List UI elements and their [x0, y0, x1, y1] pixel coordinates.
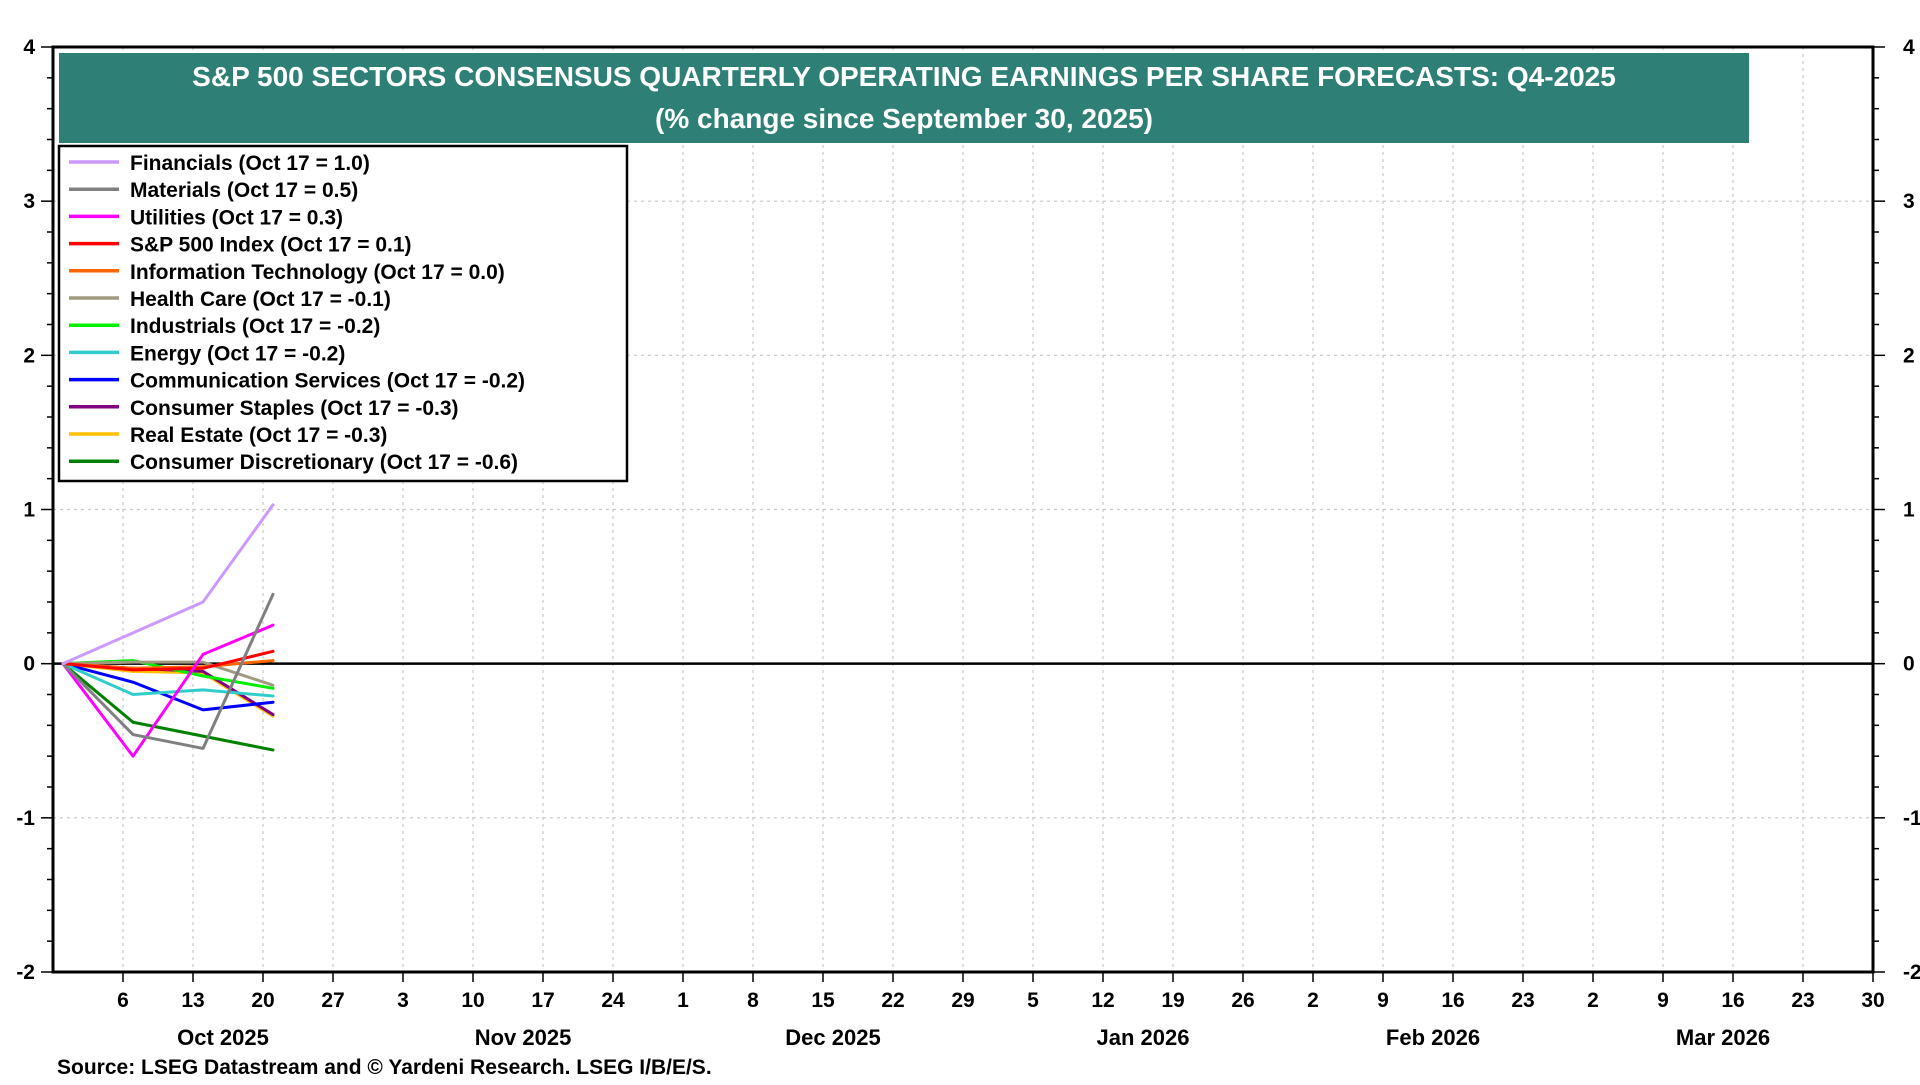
legend-label: Health Care (Oct 17 = -0.1) [130, 288, 391, 311]
gridlines [53, 47, 1873, 972]
series-line [61, 592, 275, 750]
x-tick-label: 27 [321, 989, 344, 1012]
x-tick-label: 13 [181, 989, 204, 1012]
y-tick-label-left: 3 [23, 190, 35, 213]
legend: Financials (Oct 17 = 1.0) Materials (Oct … [57, 144, 629, 483]
x-tick-label: 10 [461, 989, 484, 1012]
x-month-label: Mar 2026 [1676, 1025, 1770, 1050]
legend-label: Industrials (Oct 17 = -0.2) [130, 315, 380, 338]
x-tick-label: 8 [747, 989, 759, 1012]
y-tick-label-right: 1 [1903, 499, 1915, 522]
y-tick-label-right: -2 [1903, 961, 1920, 984]
chart-title: S&P 500 SECTORS CONSENSUS QUARTERLY OPER… [192, 61, 1616, 92]
x-tick-label: 12 [1091, 989, 1114, 1012]
y-tick-label-left: -2 [16, 961, 35, 984]
legend-label: Energy (Oct 17 = -0.2) [130, 342, 345, 365]
x-tick-label: 3 [397, 989, 409, 1012]
x-tick-label: 9 [1657, 989, 1669, 1012]
series-line [61, 649, 275, 672]
y-tick-label-left: 4 [23, 36, 35, 59]
x-tick-label: 2 [1587, 989, 1599, 1012]
x-tick-label: 29 [951, 989, 974, 1012]
series-line [61, 623, 275, 758]
series-line [61, 662, 275, 712]
chart-title-banner: S&P 500 SECTORS CONSENSUS QUARTERLY OPER… [59, 53, 1749, 143]
y-tick-label-right: 0 [1903, 653, 1915, 676]
legend-label: Financials (Oct 17 = 1.0) [130, 152, 370, 175]
x-tick-label: 20 [251, 989, 274, 1012]
x-tick-label: 16 [1721, 989, 1744, 1012]
series-line [61, 662, 275, 698]
x-month-label: Dec 2025 [785, 1025, 880, 1050]
x-month-label: Feb 2026 [1386, 1025, 1480, 1050]
x-month-label: Oct 2025 [177, 1025, 269, 1050]
y-tick-label-left: 1 [23, 499, 35, 522]
x-tick-label: 1 [677, 989, 689, 1012]
legend-label: Communication Services (Oct 17 = -0.2) [130, 370, 525, 393]
y-tick-label-right: -1 [1903, 807, 1920, 830]
x-tick-label: 5 [1027, 989, 1039, 1012]
series-line [61, 503, 275, 666]
x-tick-label: 15 [811, 989, 835, 1012]
title-background [59, 53, 1749, 143]
x-tick-label: 23 [1511, 989, 1534, 1012]
x-month-label: Nov 2025 [475, 1025, 572, 1050]
x-tick-label: 16 [1441, 989, 1464, 1012]
source-note: Source: LSEG Datastream and © Yardeni Re… [57, 1056, 712, 1079]
legend-label: Consumer Staples (Oct 17 = -0.3) [130, 397, 459, 420]
y-tick-label-left: -1 [16, 807, 35, 830]
legend-label: Information Technology (Oct 17 = 0.0) [130, 261, 505, 284]
x-tick-label: 23 [1791, 989, 1814, 1012]
x-month-label: Jan 2026 [1097, 1025, 1190, 1050]
x-tick-label: 19 [1161, 989, 1184, 1012]
y-tick-label-right: 2 [1903, 344, 1915, 367]
legend-label: Utilities (Oct 17 = 0.3) [130, 206, 343, 229]
legend-label: S&P 500 Index (Oct 17 = 0.1) [130, 234, 412, 257]
series-line [61, 662, 275, 752]
x-tick-label: 26 [1231, 989, 1254, 1012]
x-tick-label: 6 [117, 989, 129, 1012]
x-tick-label: 24 [601, 989, 625, 1012]
x-tick-label: 30 [1861, 989, 1884, 1012]
legend-label: Consumer Discretionary (Oct 17 = -0.6) [130, 451, 518, 474]
x-tick-label: 2 [1307, 989, 1319, 1012]
x-tick-label: 22 [881, 989, 904, 1012]
legend-label: Materials (Oct 17 = 0.5) [130, 179, 358, 202]
axes: -2 -2-1 -10 01 12 23 34 46 13 20 27 3 10 17 24 1 8 15 22 29… [16, 36, 1920, 1050]
chart-subtitle: (% change since September 30, 2025) [655, 103, 1153, 134]
y-tick-label-left: 2 [23, 344, 35, 367]
legend-box [57, 144, 629, 483]
y-tick-label-right: 3 [1903, 190, 1915, 213]
legend-label: Real Estate (Oct 17 = -0.3) [130, 424, 387, 447]
x-tick-label: 9 [1377, 989, 1389, 1012]
series-lines [61, 503, 275, 758]
x-tick-label: 17 [531, 989, 554, 1012]
y-tick-label-right: 4 [1903, 36, 1915, 59]
y-tick-label-left: 0 [23, 653, 35, 676]
